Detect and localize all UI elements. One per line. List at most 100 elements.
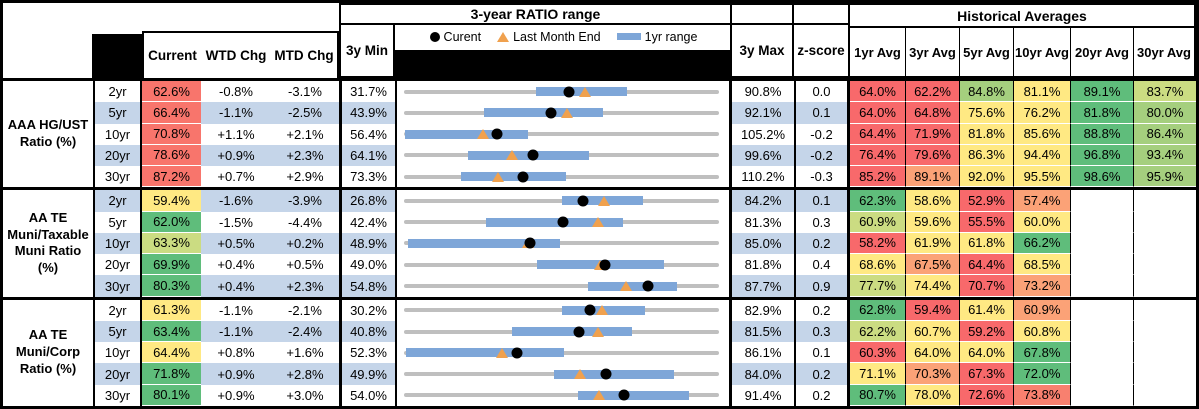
wtd-chg-cell: +1.1% bbox=[201, 123, 271, 145]
avg-cell bbox=[1070, 254, 1133, 276]
avg-cell: 77.7% bbox=[850, 275, 905, 297]
avg-cell: 57.4% bbox=[1013, 190, 1070, 212]
avg-cell: 71.9% bbox=[905, 123, 959, 145]
table-row: 5yr 66.4% -1.1% -2.5% 43.9% 92.1% 0.1 64.0% 64.8… bbox=[95, 102, 1196, 124]
range-plot bbox=[404, 363, 719, 384]
range-track bbox=[404, 132, 719, 137]
avg-cell bbox=[1133, 232, 1196, 255]
table-row: 5yr 62.0% -1.5% -4.4% 42.4% 81.3% 0.3 60.9% 59.6… bbox=[95, 211, 1196, 233]
range-bar-1yr bbox=[553, 369, 674, 379]
avg-cell bbox=[1070, 232, 1133, 255]
range-max-cell: 81.5% bbox=[732, 320, 794, 343]
last-month-end-marker bbox=[592, 217, 605, 228]
range-max-cell: 91.4% bbox=[732, 384, 794, 406]
mtd-chg-cell: +1.6% bbox=[271, 342, 339, 364]
current-marker bbox=[524, 237, 536, 249]
avg-cell: 64.4% bbox=[959, 254, 1013, 276]
avg-cell bbox=[1133, 190, 1196, 212]
range-plot bbox=[404, 124, 719, 145]
tenor-cell: 30yr bbox=[95, 166, 142, 188]
tenor-cell: 10yr bbox=[95, 342, 142, 364]
range-min-cell: 42.4% bbox=[339, 211, 395, 233]
avg-cell: 64.0% bbox=[850, 81, 905, 103]
table-body: AAA HG/UST Ratio (%) 2yr 62.6% -0.8% -3.1% 31… bbox=[3, 78, 1196, 406]
range-plot-cell bbox=[395, 320, 732, 343]
column-header-5yr-avg: 5yr Avg bbox=[959, 28, 1013, 76]
avg-cell: 70.3% bbox=[905, 363, 959, 385]
avg-cell: 80.7% bbox=[850, 384, 905, 406]
avg-cell: 66.2% bbox=[1013, 232, 1070, 255]
last-month-end-marker bbox=[495, 347, 508, 358]
tenor-cell: 20yr bbox=[95, 144, 142, 167]
current-marker bbox=[618, 389, 630, 401]
avg-cell: 62.8% bbox=[850, 299, 905, 321]
wtd-chg-cell: -1.1% bbox=[201, 320, 271, 343]
table-row: 30yr 87.2% +0.7% +2.9% 73.3% 110.2% -0.3 85.2% 8… bbox=[95, 166, 1196, 188]
current-cell: 71.8% bbox=[142, 363, 201, 385]
avg-cell: 93.4% bbox=[1133, 144, 1196, 167]
wtd-chg-cell: +0.4% bbox=[201, 275, 271, 297]
avg-cell bbox=[1133, 342, 1196, 364]
mtd-chg-cell: +2.3% bbox=[271, 275, 339, 297]
avg-cell bbox=[1070, 211, 1133, 233]
range-plot bbox=[404, 300, 719, 321]
last-month-end-marker bbox=[579, 86, 592, 97]
current-cell: 63.3% bbox=[142, 232, 201, 255]
legend-last-month-label: Last Month End bbox=[513, 29, 601, 44]
avg-cell: 61.8% bbox=[959, 232, 1013, 255]
mtd-chg-cell: +0.2% bbox=[271, 232, 339, 255]
tenor-cell: 20yr bbox=[95, 363, 142, 385]
last-month-end-marker bbox=[561, 107, 574, 118]
avg-cell: 83.7% bbox=[1133, 81, 1196, 103]
range-min-cell: 54.0% bbox=[339, 384, 395, 406]
last-month-end-marker bbox=[477, 129, 490, 140]
current-marker bbox=[584, 304, 596, 316]
avg-cell: 60.7% bbox=[905, 320, 959, 343]
range-plot bbox=[404, 342, 719, 363]
range-min-cell: 49.0% bbox=[339, 254, 395, 276]
column-header-3yr-avg: 3yr Avg bbox=[905, 28, 959, 76]
mtd-chg-cell: -3.9% bbox=[271, 190, 339, 212]
legend-current-label: Curent bbox=[443, 29, 482, 44]
avg-cell: 89.1% bbox=[905, 166, 959, 188]
avg-cell bbox=[1133, 320, 1196, 343]
range-plot bbox=[404, 81, 719, 102]
range-max-cell: 84.2% bbox=[732, 190, 794, 212]
mtd-chg-cell: +2.8% bbox=[271, 363, 339, 385]
range-plot bbox=[404, 385, 719, 406]
avg-cell: 62.2% bbox=[850, 320, 905, 343]
range-track bbox=[404, 308, 719, 313]
avg-cell: 76.4% bbox=[850, 144, 905, 167]
z-score-cell: 0.2 bbox=[794, 299, 850, 321]
range-plot bbox=[404, 321, 719, 342]
range-plot-cell bbox=[395, 342, 732, 364]
range-bar-icon bbox=[616, 33, 641, 40]
range-plot-cell bbox=[395, 81, 732, 103]
range-min-cell: 26.8% bbox=[339, 190, 395, 212]
range-min-cell: 43.9% bbox=[339, 102, 395, 124]
last-month-end-marker bbox=[574, 369, 587, 380]
range-bar-1yr bbox=[485, 217, 623, 227]
avg-cell: 80.0% bbox=[1133, 102, 1196, 124]
avg-cell bbox=[1133, 299, 1196, 321]
mtd-chg-cell: -2.5% bbox=[271, 102, 339, 124]
range-plot-cell bbox=[395, 166, 732, 188]
tenor-cell: 20yr bbox=[95, 254, 142, 276]
avg-cell: 59.2% bbox=[959, 320, 1013, 343]
range-plot-cell bbox=[395, 275, 732, 297]
ratio-group: AA TE Muni/Corp Ratio (%) 2yr 61.3% -1.1% -2… bbox=[3, 296, 1196, 406]
avg-cell: 70.7% bbox=[959, 275, 1013, 297]
current-dot-icon bbox=[429, 31, 440, 42]
avg-cell bbox=[1070, 342, 1133, 364]
group-rows: 2yr 62.6% -0.8% -3.1% 31.7% 90.8% 0.0 64.0% 62.2… bbox=[95, 81, 1196, 188]
table-row: 20yr 78.6% +0.9% +2.3% 64.1% 99.6% -0.2 76.4% 79… bbox=[95, 144, 1196, 167]
table-row: 2yr 61.3% -1.1% -2.1% 30.2% 82.9% 0.2 62.8% 59.4… bbox=[95, 299, 1196, 321]
avg-cell: 64.0% bbox=[850, 102, 905, 124]
current-cell: 70.8% bbox=[142, 123, 201, 145]
z-score-cell: 0.2 bbox=[794, 232, 850, 255]
tenor-cell: 30yr bbox=[95, 384, 142, 406]
avg-cell: 61.4% bbox=[959, 299, 1013, 321]
range-min-cell: 30.2% bbox=[339, 299, 395, 321]
tenor-cell: 2yr bbox=[95, 299, 142, 321]
avg-cell: 88.8% bbox=[1070, 123, 1133, 145]
